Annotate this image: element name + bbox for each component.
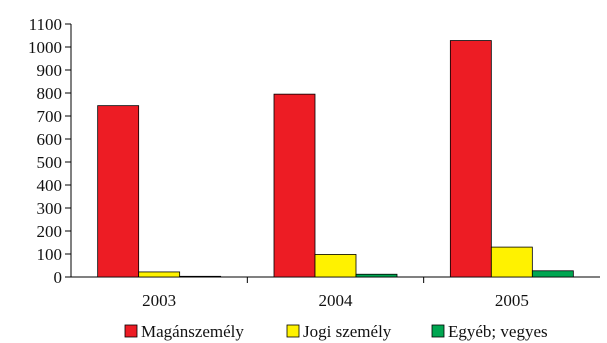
x-tick-label: 2003 — [142, 291, 176, 310]
bar-jogi-szem-ly-2003 — [138, 271, 181, 278]
x-axis: 2003 2004 2005 — [71, 276, 600, 310]
legend-label: Magánszemély — [141, 322, 244, 341]
legend: Magánszemély Jogi személy Egyéb; vegyes — [124, 322, 548, 341]
y-tick-label: 1000 — [28, 38, 62, 57]
y-tick-label: 400 — [37, 176, 63, 195]
bars — [97, 40, 574, 278]
y-tick-label: 900 — [37, 61, 63, 80]
legend-label: Egyéb; vegyes — [448, 322, 548, 341]
bar-egy-b-vegyes-2005 — [531, 270, 574, 278]
bar-egy-b-vegyes-2004 — [355, 273, 398, 278]
y-tick-label: 700 — [37, 107, 63, 126]
legend-item: Magánszemély — [124, 322, 244, 341]
x-tick-label: 2004 — [319, 291, 354, 310]
y-tick-label: 600 — [37, 130, 63, 149]
y-tick-label: 1100 — [29, 15, 62, 34]
legend-item: Jogi személy — [286, 322, 392, 341]
bar-jogi-szem-ly-2005 — [490, 246, 533, 278]
y-tick-label: 500 — [37, 153, 63, 172]
legend-swatch — [431, 324, 445, 338]
legend-swatch — [286, 324, 300, 338]
y-tick-label: 800 — [37, 84, 63, 103]
bar-mag-nszem-ly-2005 — [449, 40, 492, 278]
bar-mag-nszem-ly-2003 — [97, 105, 140, 278]
y-tick-label: 200 — [37, 222, 63, 241]
y-tick-label: 300 — [37, 199, 63, 218]
y-axis: 0 100 200 300 400 500 600 700 800 900 1000 1100 — [28, 15, 72, 287]
legend-label: Jogi személy — [303, 322, 392, 341]
legend-item: Egyéb; vegyes — [431, 322, 548, 341]
y-tick-label: 0 — [54, 268, 63, 287]
legend-swatch — [124, 324, 138, 338]
x-tick-label: 2005 — [495, 291, 529, 310]
y-tick-label: 100 — [37, 245, 63, 264]
bar-egy-b-vegyes-2003 — [179, 275, 222, 278]
bar-mag-nszem-ly-2004 — [273, 93, 316, 278]
bar-jogi-szem-ly-2004 — [314, 254, 357, 278]
